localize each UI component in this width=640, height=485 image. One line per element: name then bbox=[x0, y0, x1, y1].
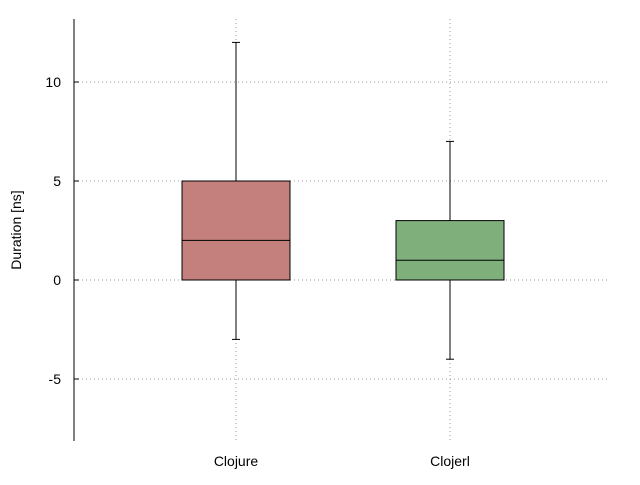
box-layer bbox=[181, 41, 505, 360]
y-axis-label: Duration [ns] bbox=[8, 190, 24, 269]
x-tick-label: Clojerl bbox=[430, 453, 470, 469]
axis-layer bbox=[73, 19, 79, 441]
x-tick-label: Clojure bbox=[214, 453, 259, 469]
y-tick-label: 5 bbox=[53, 173, 61, 189]
y-tick-label: 0 bbox=[53, 272, 61, 288]
box-body bbox=[395, 220, 505, 281]
y-tick-label: -5 bbox=[49, 371, 62, 387]
grid-layer bbox=[74, 19, 608, 441]
y-tick-label: 10 bbox=[45, 74, 61, 90]
box-clojure bbox=[181, 41, 291, 340]
box-clojerl bbox=[395, 140, 505, 360]
box-body bbox=[181, 180, 291, 281]
label-layer: Duration [ns] -5 0 5 10 Clojure Clojerl bbox=[8, 74, 470, 469]
